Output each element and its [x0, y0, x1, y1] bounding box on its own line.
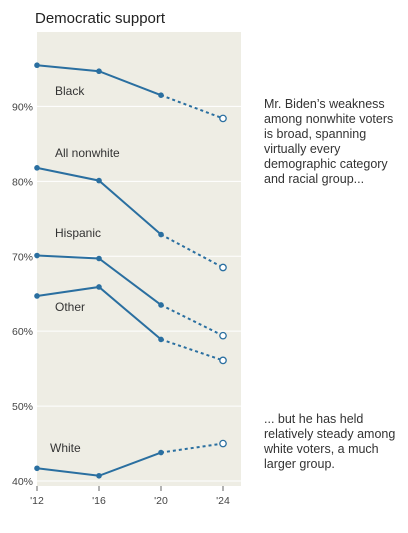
series-label: Other: [55, 300, 85, 314]
annotation-white: ... but he has held relatively steady am…: [264, 412, 396, 471]
data-point: [219, 439, 227, 448]
y-tick-label: 50%: [12, 401, 33, 413]
x-tick-label: '24: [216, 495, 230, 507]
data-point: [96, 177, 102, 184]
data-point: [96, 255, 102, 262]
data-point: [34, 252, 40, 259]
data-point: [158, 92, 164, 98]
data-point: [96, 472, 102, 479]
data-point: [219, 263, 227, 272]
series-label: Black: [55, 84, 85, 98]
series-projection-line: [160, 338, 224, 362]
plot-background: [37, 32, 241, 486]
x-tick-label: '20: [154, 495, 168, 507]
data-point: [219, 356, 227, 365]
data-point: [34, 62, 40, 69]
data-point: [34, 293, 40, 299]
y-tick-label: 80%: [12, 176, 33, 188]
series-projection-line: [160, 442, 224, 454]
y-tick-label: 40%: [12, 476, 33, 488]
data-point: [158, 449, 164, 456]
x-tick-label: '16: [92, 495, 106, 507]
annotation-nonwhite: Mr. Biden’s weakness among nonwhite vote…: [264, 97, 394, 186]
y-tick-label: 60%: [12, 326, 33, 338]
data-point: [158, 302, 164, 308]
data-point: [34, 165, 40, 171]
data-point: [34, 465, 40, 472]
series-projection-line: [160, 94, 224, 120]
y-tick-label: 90%: [12, 101, 33, 113]
data-point: [96, 68, 102, 75]
data-point: [158, 336, 164, 343]
chart-title: Democratic support: [35, 10, 166, 27]
data-point: [158, 231, 164, 238]
x-tick-label: '12: [30, 495, 44, 507]
series-label: Hispanic: [55, 226, 101, 240]
data-point: [96, 284, 102, 290]
y-tick-label: 70%: [12, 251, 33, 263]
series-label: All nonwhite: [55, 146, 120, 160]
data-point: [219, 114, 227, 123]
series-label: White: [50, 441, 81, 455]
data-point: [219, 331, 227, 340]
